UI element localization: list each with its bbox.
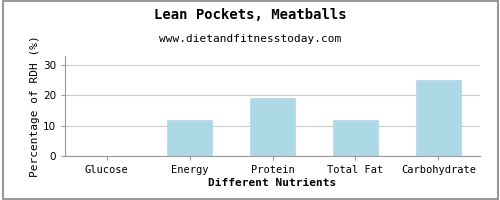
Text: Lean Pockets, Meatballs: Lean Pockets, Meatballs (154, 8, 346, 22)
Bar (167, 120, 212, 156)
Bar (332, 120, 378, 156)
Bar (250, 98, 296, 156)
Y-axis label: Percentage of RDH (%): Percentage of RDH (%) (30, 35, 40, 177)
Text: www.dietandfitnesstoday.com: www.dietandfitnesstoday.com (159, 34, 341, 44)
Bar (416, 80, 461, 156)
X-axis label: Different Nutrients: Different Nutrients (208, 178, 336, 188)
